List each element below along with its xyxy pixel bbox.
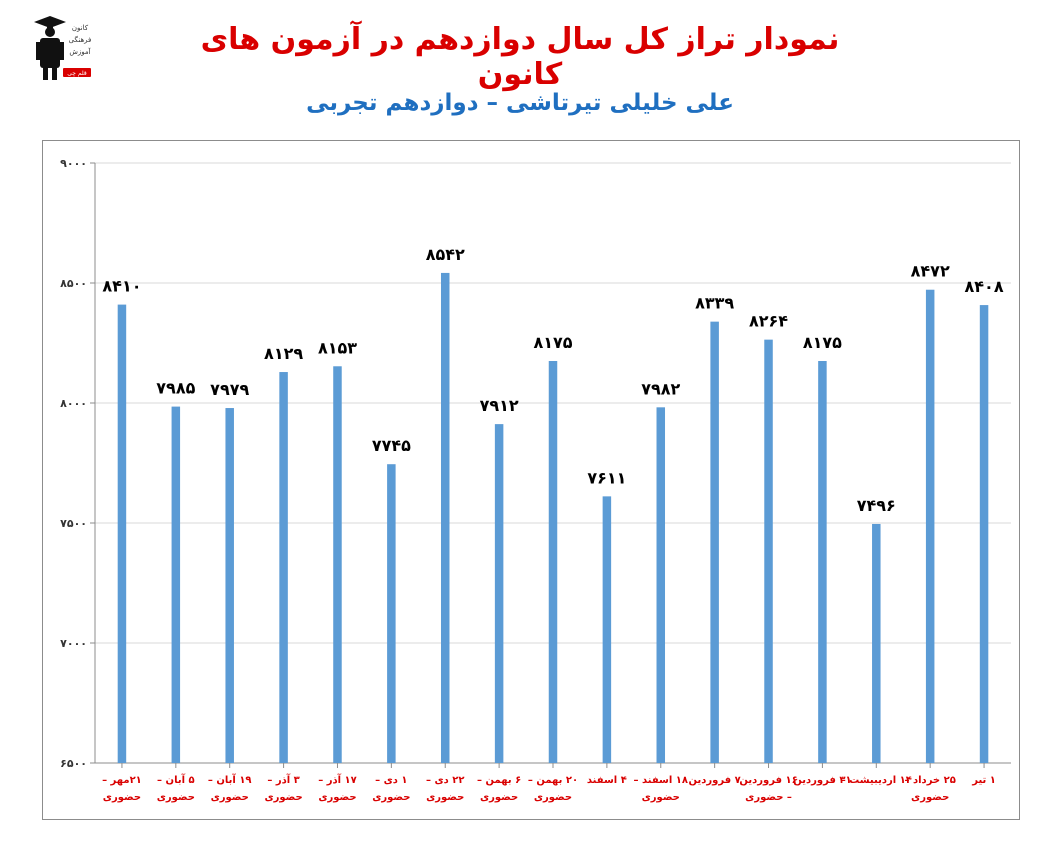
x-tick-label: حضوری — [480, 792, 518, 803]
x-tick-label: ۶ بهمن – — [477, 775, 521, 786]
x-tick-label: ۱۶ فروردین — [739, 775, 797, 786]
x-tick-label: حضوری — [211, 792, 249, 803]
kanoon-logo: کانون فرهنگی آموزش قلم چی — [30, 12, 100, 82]
data-label: ۷۹۸۵ — [156, 379, 195, 398]
data-label: ۸۴۱۰ — [102, 277, 141, 296]
x-tick-label: ۲۰ بهمن – — [528, 775, 578, 786]
logo-text-line: فرهنگی — [69, 35, 92, 44]
bar — [171, 406, 181, 763]
data-label: ۸۴۰۸ — [965, 277, 1004, 296]
x-tick-label: حضوری — [372, 792, 410, 803]
y-tick-label: ۷۰۰۰ — [60, 637, 87, 650]
bar-chart: ۶۵۰۰ ۷۰۰۰ ۷۵۰۰ ۸۰۰۰ ۸۵۰۰ ۹۰۰۰ ۸۴۱۰ ۲۱مهر – حضوری… — [60, 157, 1011, 803]
x-tick-label: حضوری — [318, 792, 356, 803]
bar — [279, 372, 288, 763]
x-tick-label: ۳ آذر – — [267, 773, 299, 786]
x-tick-label: حضوری — [157, 792, 195, 803]
data-label: ۷۹۱۲ — [480, 396, 519, 415]
data-label: ۷۷۴۵ — [372, 436, 411, 455]
x-tick-label: حضوری — [103, 792, 141, 803]
data-label: ۸۲۶۴ — [749, 312, 788, 331]
bar — [710, 321, 719, 763]
bar — [818, 361, 827, 763]
x-tick-label: حضوری — [642, 792, 680, 803]
x-tick-label: ۲۱مهر – — [102, 775, 142, 786]
bar — [872, 523, 881, 763]
x-tick-label: ۱ دی – — [375, 775, 407, 786]
bar — [979, 305, 989, 763]
chart-subtitle: علی خلیلی تیرتاشی – دوازدهم تجربی — [306, 90, 734, 116]
bar — [494, 424, 504, 763]
bar — [925, 289, 935, 763]
x-tick-label: ۳۱ فروردین — [793, 775, 851, 786]
bar — [764, 339, 773, 763]
data-label: ۸۱۲۹ — [264, 344, 303, 363]
logo-text-line: قلم چی — [67, 70, 87, 77]
data-label: ۸۳۳۹ — [695, 294, 734, 313]
x-tick-label: حضوری — [264, 792, 302, 803]
logo-text-line: آموزش — [69, 47, 91, 56]
data-label: ۸۵۴۲ — [426, 245, 465, 264]
y-tick-label: ۸۵۰۰ — [60, 277, 87, 290]
x-tick-label: ۱۸ اسفند – — [634, 775, 689, 786]
x-tick-label: ۲۵ خرداد – — [905, 775, 956, 786]
bar — [387, 464, 396, 763]
bar — [548, 361, 558, 763]
y-tick-label: ۶۵۰۰ — [60, 757, 87, 770]
y-tick-label: ۷۵۰۰ — [60, 517, 87, 530]
x-tick-label: ۱۷ آذر – — [318, 773, 357, 786]
y-tick-label: ۹۰۰۰ — [60, 157, 87, 170]
x-tick-label: – حضوری — [745, 792, 792, 803]
x-tick-label: ۱۴ اردیبیشت – — [841, 775, 912, 786]
bar — [117, 304, 127, 763]
x-tick-label: ۷ فروردین — [689, 775, 741, 786]
data-label: ۸۱۵۳ — [318, 338, 357, 357]
bar — [440, 272, 450, 763]
x-tick-label: ۲۲ دی – — [426, 775, 464, 786]
bar — [656, 407, 666, 763]
data-label: ۷۶۱۱ — [587, 468, 626, 487]
x-tick-label: حضوری — [534, 792, 572, 803]
data-label: ۸۴۷۲ — [911, 262, 950, 281]
x-tick-label: حضوری — [911, 792, 949, 803]
y-tick-label: ۸۰۰۰ — [60, 397, 87, 410]
data-label: ۸۱۷۵ — [533, 333, 572, 352]
chart-title: نمودار تراز کل سال دوازدهم در آزمون های … — [200, 22, 840, 92]
data-label: ۷۴۹۶ — [857, 496, 896, 515]
x-tick-label: حضوری — [426, 792, 464, 803]
data-label: ۷۹۸۲ — [641, 379, 680, 398]
bar — [225, 408, 234, 763]
x-tick-label: ۱ تیر — [971, 775, 996, 786]
x-tick-label: ۴ اسفند — [587, 775, 627, 786]
data-label: ۸۱۷۵ — [803, 333, 842, 352]
graduate-icon: کانون فرهنگی آموزش قلم چی — [34, 16, 92, 80]
bar — [333, 366, 342, 763]
logo-text-line: کانون — [72, 24, 89, 32]
data-label: ۷۹۷۹ — [210, 380, 249, 399]
x-tick-label: ۵ آبان – — [157, 773, 195, 786]
bar — [602, 496, 612, 763]
chart-area: ۶۵۰۰ ۷۰۰۰ ۷۵۰۰ ۸۰۰۰ ۸۵۰۰ ۹۰۰۰ ۸۴۱۰ ۲۱مهر – حضوری… — [42, 140, 1020, 820]
x-tick-label: ۱۹ آبان – — [208, 773, 252, 786]
